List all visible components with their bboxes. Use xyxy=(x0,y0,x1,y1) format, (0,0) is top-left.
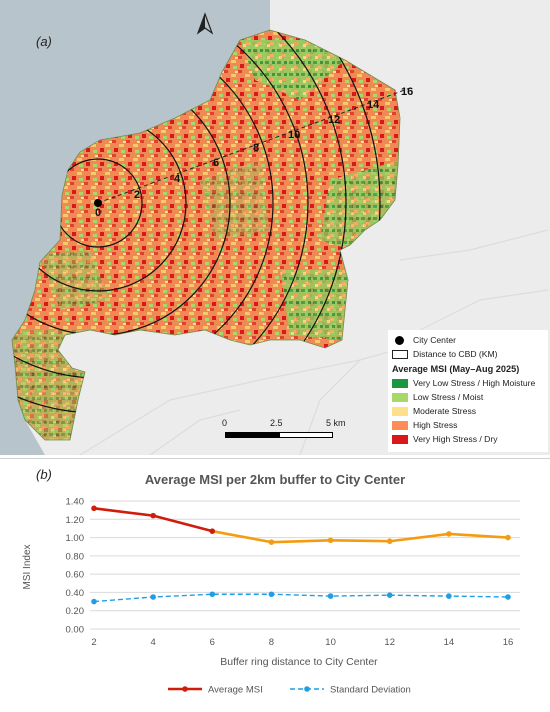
x-tick-label: 12 xyxy=(384,637,395,648)
legend-swatch xyxy=(392,420,408,430)
ring-label-6: 6 xyxy=(213,157,219,169)
y-tick-label: 1.20 xyxy=(66,515,85,526)
std-dev-point xyxy=(505,594,511,600)
ring-label-10: 10 xyxy=(288,129,300,141)
legend-swatch xyxy=(392,392,408,402)
y-tick-label: 0.40 xyxy=(66,588,85,599)
legend-label: Average MSI xyxy=(208,685,263,696)
x-tick-label: 14 xyxy=(444,637,455,648)
chart-legend: Average MSI Standard Deviation xyxy=(168,685,411,696)
ring-label-12: 12 xyxy=(328,114,340,126)
scale-label-end: 5 km xyxy=(326,418,346,428)
north-arrow-icon xyxy=(196,12,214,35)
ring-12 xyxy=(12,30,347,440)
y-tick-label: 0.20 xyxy=(66,606,85,617)
series-segment-avg-msi xyxy=(151,514,214,533)
series-line-std-dev xyxy=(93,593,509,603)
legend-class-label: Moderate Stress xyxy=(413,406,477,416)
legend-classes: Very Low Stress / High Moisture Low Stres… xyxy=(392,376,544,446)
map-panel-label: (a) xyxy=(36,34,52,49)
std-dev-point xyxy=(91,598,97,605)
series-segment-avg-msi xyxy=(388,532,451,543)
avg-msi-point xyxy=(150,512,156,519)
legend-marker xyxy=(182,686,188,692)
legend-class-3: High Stress xyxy=(392,418,544,432)
chart-series xyxy=(91,505,511,605)
legend-distance-label: Distance to CBD (KM) xyxy=(413,349,498,359)
scale-label-mid: 2.5 xyxy=(270,418,283,428)
legend-class-4: Very High Stress / Dry xyxy=(392,432,544,446)
series-segment-avg-msi xyxy=(329,539,392,543)
scale-bar: 0 2.5 5 km xyxy=(222,418,362,444)
legend-marker xyxy=(304,686,310,692)
avg-msi-point xyxy=(446,531,452,537)
map-panel: 0 2 4 6 8 10 12 14 16 (a) City Center Di… xyxy=(0,0,550,455)
y-tick-label: 1.40 xyxy=(66,497,85,508)
avg-msi-point xyxy=(386,538,393,545)
legend-class-label: High Stress xyxy=(413,420,458,430)
legend-class-label: Very High Stress / Dry xyxy=(413,434,498,444)
ring-14 xyxy=(12,30,381,440)
legend-distance: Distance to CBD (KM) xyxy=(392,347,544,361)
legend-title: Average MSI (May–Aug 2025) xyxy=(392,363,520,374)
x-axis-title: Buffer ring distance to City Center xyxy=(220,656,378,668)
scale-segment-black xyxy=(225,432,279,438)
legend-city-center-label: City Center xyxy=(413,335,456,345)
ring-label-16: 16 xyxy=(401,86,413,98)
legend-class-label: Low Stress / Moist xyxy=(413,392,484,402)
chart-panel: (b) Average MSI per 2km buffer to City C… xyxy=(0,458,550,712)
legend-swatch xyxy=(392,434,408,444)
chart-axes: 0.00 0.20 0.40 0.60 0.80 1.00 1.20 1.40 2 4 6 8 10 12… xyxy=(66,497,514,649)
x-tick-label: 6 xyxy=(210,637,215,648)
series-segment-avg-msi xyxy=(92,507,155,517)
y-tick-label: 0.80 xyxy=(66,551,85,562)
x-tick-label: 8 xyxy=(269,637,274,648)
legend-city-center: City Center xyxy=(392,333,544,347)
y-tick-label: 0.60 xyxy=(66,570,85,581)
series-segment-avg-msi xyxy=(447,532,510,539)
legend-swatch xyxy=(392,378,408,388)
std-dev-point xyxy=(209,591,216,598)
std-dev-point xyxy=(268,591,275,598)
avg-msi-point xyxy=(209,528,216,534)
city-center-dot-icon xyxy=(395,335,404,345)
avg-msi-point xyxy=(268,539,275,545)
x-tick-label: 16 xyxy=(503,637,514,648)
scale-segment-white xyxy=(279,432,333,438)
legend-label: Standard Deviation xyxy=(330,685,411,696)
avg-msi-point xyxy=(327,537,334,544)
chart-title: Average MSI per 2km buffer to City Cente… xyxy=(145,472,405,487)
x-tick-label: 10 xyxy=(325,637,336,648)
city-center-label: 0 xyxy=(95,207,101,219)
chart-gridlines xyxy=(90,500,520,630)
avg-msi-point xyxy=(505,534,511,541)
y-tick-label: 0.00 xyxy=(66,625,85,636)
msi-line-chart: (b) Average MSI per 2km buffer to City C… xyxy=(22,467,520,696)
legend-class-2: Moderate Stress xyxy=(392,404,544,418)
legend-class-1: Low Stress / Moist xyxy=(392,390,544,404)
chart-panel-label: (b) xyxy=(36,467,52,482)
ring-label-14: 14 xyxy=(367,99,380,111)
avg-msi-point xyxy=(91,505,97,512)
scale-label-0: 0 xyxy=(222,418,228,428)
ring-label-2: 2 xyxy=(134,189,140,201)
distance-ring-swatch xyxy=(392,349,408,359)
y-axis-title: MSI Index xyxy=(22,544,33,589)
legend-class-label: Very Low Stress / High Moisture xyxy=(413,378,536,388)
std-dev-point xyxy=(386,592,393,598)
std-dev-point xyxy=(327,593,334,599)
x-tick-label: 4 xyxy=(150,637,155,648)
map-legend: City Center Distance to CBD (KM) Average… xyxy=(388,330,548,452)
std-dev-point xyxy=(150,594,156,600)
legend-class-0: Very Low Stress / High Moisture xyxy=(392,376,544,390)
series-segment-avg-msi xyxy=(210,529,273,544)
ring-label-4: 4 xyxy=(174,173,181,185)
ring-label-8: 8 xyxy=(253,142,259,154)
std-dev-point xyxy=(446,593,452,599)
series-segment-avg-msi xyxy=(270,539,332,544)
y-tick-label: 1.00 xyxy=(66,533,85,544)
x-tick-label: 2 xyxy=(91,637,96,648)
legend-swatch xyxy=(392,406,408,416)
city-center-marker xyxy=(94,199,102,207)
